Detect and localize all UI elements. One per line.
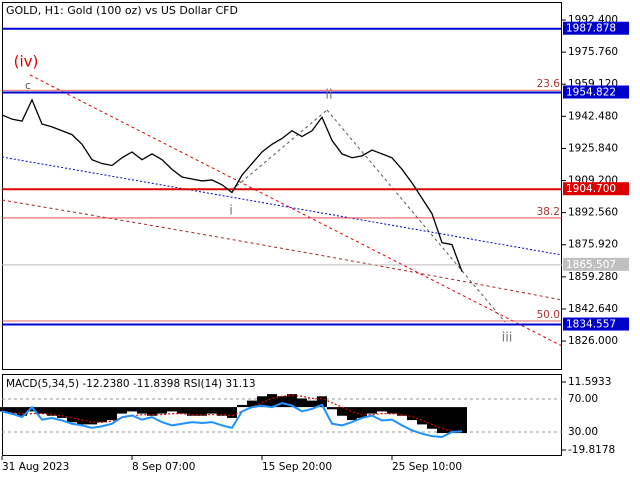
level-label: 1834.557	[566, 319, 616, 331]
macd-bar	[197, 407, 207, 416]
indicator-title: MACD(5,34,5) -12.2380 -11.8398 RSI(14) 3…	[6, 378, 256, 390]
macd-bar	[77, 407, 87, 425]
macd-bar	[267, 394, 277, 408]
wave-label: i	[229, 204, 233, 219]
macd-bar	[17, 407, 27, 416]
main-panel	[2, 2, 562, 370]
y-tick-label: 1842.640	[568, 303, 618, 315]
x-tick-label: 8 Sep 07:00	[132, 461, 195, 473]
macd-bar	[157, 407, 167, 414]
y-tick-label: 11.5933	[568, 376, 611, 388]
current-price-label: 1865.507	[566, 259, 616, 271]
macd-bar	[37, 407, 47, 414]
wave-label: c	[25, 79, 31, 92]
macd-bar	[397, 407, 407, 416]
level-label: 1904.700	[566, 183, 616, 195]
macd-bar	[127, 407, 137, 412]
y-tick-label: 1975.760	[568, 46, 618, 58]
y-tick-label: -19.8178	[568, 444, 615, 456]
x-tick-label: 25 Sep 10:00	[392, 461, 462, 473]
macd-bar	[147, 407, 157, 416]
macd-bar	[427, 407, 437, 429]
level-label: 1987.878	[566, 23, 616, 35]
macd-bar	[457, 407, 467, 434]
macd-bar	[177, 407, 187, 414]
macd-bar	[207, 407, 217, 414]
y-tick-label: 1875.920	[568, 239, 618, 251]
macd-bar	[387, 407, 397, 414]
wave-label: ii	[325, 88, 332, 103]
macd-bar	[447, 407, 457, 434]
macd-bar	[57, 407, 67, 418]
fibo-label: 38.2	[537, 206, 560, 218]
macd-bar	[257, 396, 267, 408]
macd-bar	[247, 400, 257, 408]
signal-line	[1, 394, 463, 434]
x-tick-label: 15 Sep 20:00	[262, 461, 332, 473]
rsi-line	[1, 402, 463, 439]
macd-bar	[417, 407, 427, 425]
macd-bar	[307, 400, 317, 408]
macd-bar	[27, 407, 37, 412]
level-box	[563, 85, 629, 99]
y-tick-label: 1892.560	[568, 207, 618, 219]
indicator-panel	[2, 374, 562, 456]
y-tick-label: 1859.280	[568, 271, 618, 283]
fibo-label: 23.6	[537, 78, 561, 90]
macd-bar	[87, 407, 97, 425]
macd-bar	[227, 407, 237, 418]
macd-bar	[187, 407, 197, 416]
macd-bar	[107, 407, 117, 421]
wave-line	[326, 109, 506, 323]
trend-line	[1, 156, 563, 256]
wave-label: iii	[502, 331, 513, 346]
macd-bar	[367, 407, 377, 414]
price-line	[1, 98, 463, 272]
macd-bar	[217, 407, 227, 416]
macd-bar	[347, 407, 357, 421]
y2-tick-label: 70.00	[568, 393, 598, 405]
macd-bar	[297, 398, 307, 408]
macd-bar	[407, 407, 417, 421]
y2-tick-label: 30.00	[568, 426, 598, 438]
macd-bar	[137, 407, 147, 414]
macd-bar	[277, 396, 287, 408]
macd-bar	[167, 407, 177, 412]
macd-bar	[237, 404, 247, 408]
macd-bar	[377, 407, 387, 412]
macd-bar	[97, 407, 107, 423]
level-label: 1954.822	[566, 87, 616, 99]
macd-bar	[0, 407, 7, 412]
macd-bar	[357, 407, 367, 418]
chart-title: GOLD, H1: Gold (100 oz) vs US Dollar CFD	[6, 4, 238, 17]
macd-bar	[47, 407, 57, 416]
macd-bar	[67, 407, 77, 423]
level-box	[563, 182, 629, 196]
macd-bar	[337, 407, 347, 416]
wave-line	[231, 109, 328, 191]
macd-bar	[327, 407, 337, 410]
macd-bar	[7, 407, 17, 414]
macd-bar	[117, 407, 127, 414]
wave-label: (iv)	[14, 53, 39, 71]
macd-bar	[317, 396, 327, 408]
macd-bar	[437, 407, 447, 434]
current-price-box	[563, 257, 629, 271]
macd-bar	[287, 394, 297, 408]
fibo-label: 50.0	[537, 309, 560, 321]
y-tick-label: 1826.000	[568, 335, 618, 347]
y-tick-label: 1942.480	[568, 110, 618, 122]
y-tick-label: 1925.840	[568, 142, 618, 154]
trend-curve	[1, 199, 563, 301]
level-box	[563, 21, 629, 35]
level-box	[563, 317, 629, 331]
x-tick-label: 31 Aug 2023	[2, 461, 69, 473]
